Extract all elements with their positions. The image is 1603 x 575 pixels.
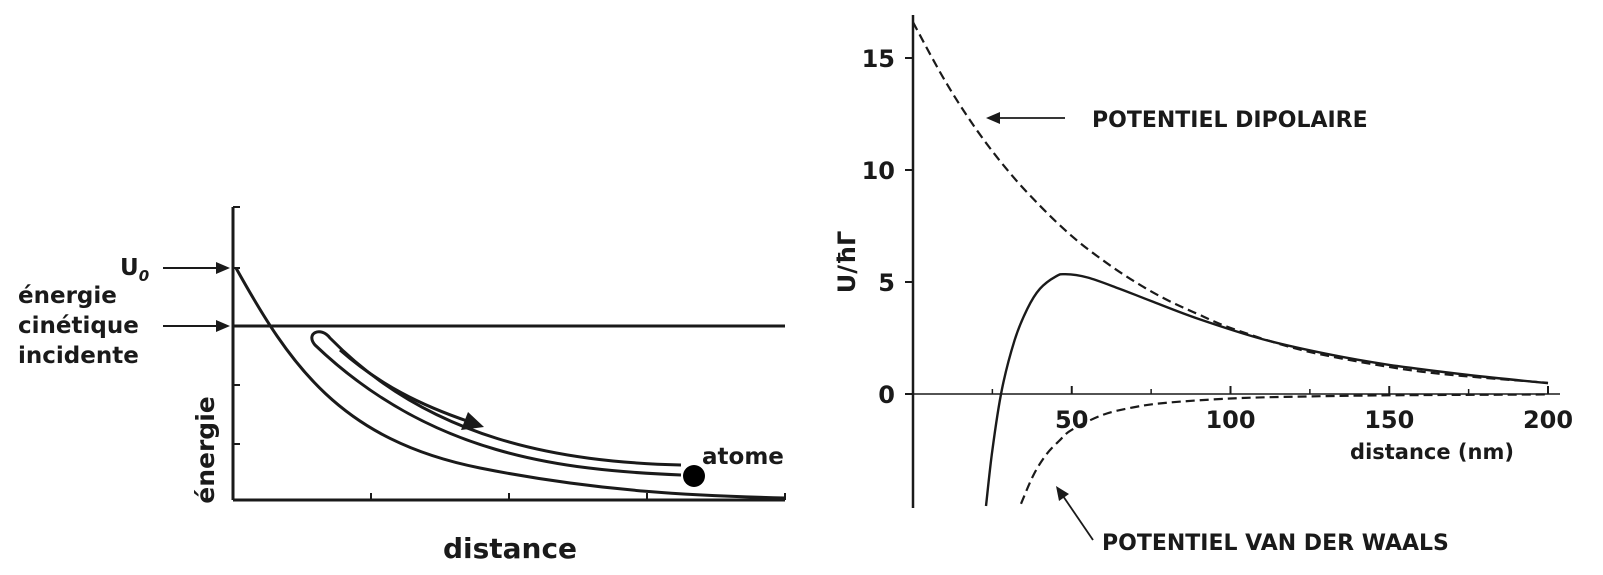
- dipole-potential-label: POTENTIEL DIPOLAIRE: [1092, 108, 1368, 133]
- vdw-potential-label: POTENTIEL VAN DER WAALS: [1102, 531, 1449, 556]
- kinetic-label-line3: incidente: [18, 343, 139, 369]
- left-x-axis-label: distance: [443, 532, 577, 565]
- u0-main: U: [120, 255, 139, 281]
- potential-curve: [234, 267, 786, 500]
- vdw-pointer: [1062, 495, 1094, 541]
- u0-arrowhead: [216, 262, 230, 274]
- dashed-series-line: [1019, 393, 1549, 505]
- dashed-series-line: [912, 21, 1549, 384]
- right-x-axis-label: distance (nm): [1350, 440, 1514, 464]
- kinetic-arrowhead: [216, 320, 230, 332]
- atom-trajectory: [310, 330, 682, 477]
- x-tick-label: 200: [1523, 406, 1573, 434]
- kinetic-label-line1: énergie: [18, 283, 117, 309]
- u0-label: U0: [120, 255, 149, 285]
- u0-subscript: 0: [139, 267, 149, 285]
- x-tick-label: 150: [1364, 406, 1414, 434]
- y-tick-label: 5: [878, 269, 895, 297]
- direction-arrow: [339, 348, 471, 424]
- x-tick-label: 100: [1205, 406, 1255, 434]
- y-tick-label: 0: [878, 381, 895, 409]
- total-potential-line: [984, 272, 1549, 507]
- vdw-pointer-head: [1056, 486, 1069, 501]
- left-panel: atome U0 énergie cinétique incidente éne…: [18, 206, 786, 565]
- right-y-axis-label: U/ħΓ: [833, 231, 861, 294]
- dipole-pointer-head: [986, 112, 1000, 124]
- right-series: [912, 21, 1549, 507]
- left-y-axis-label: énergie: [191, 396, 220, 503]
- kinetic-label-line2: cinétique: [18, 313, 139, 339]
- y-tick-label: 10: [862, 157, 895, 185]
- direction-arrowhead: [461, 412, 484, 430]
- atom-dot: [683, 465, 705, 487]
- y-tick-label: 15: [862, 45, 895, 73]
- atom-label: atome: [702, 444, 784, 470]
